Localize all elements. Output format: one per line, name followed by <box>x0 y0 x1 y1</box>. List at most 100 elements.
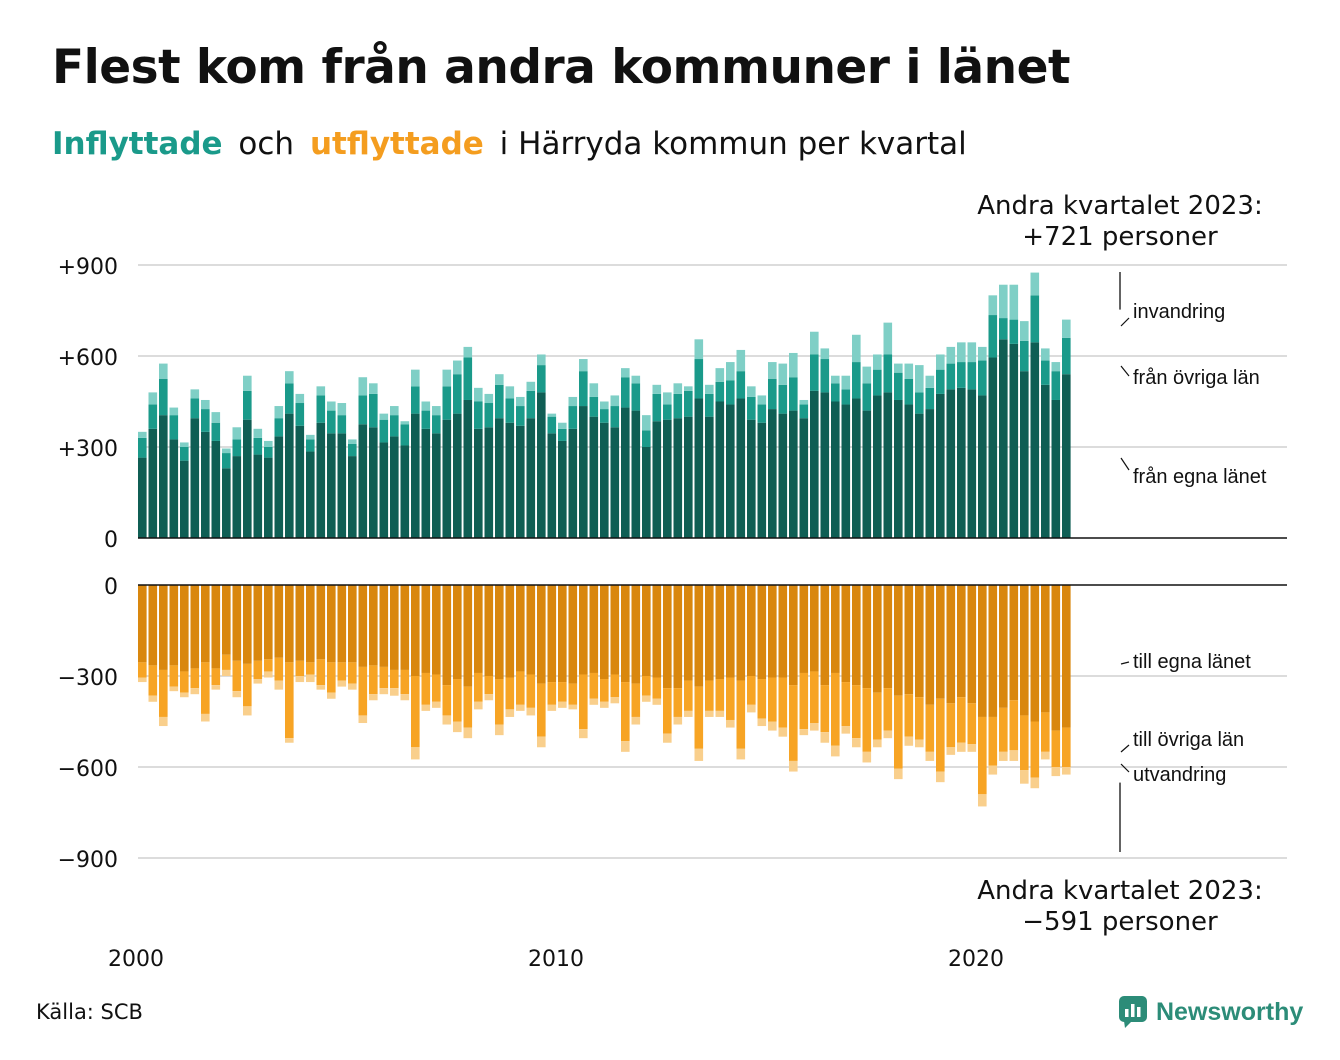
bar-out-egna <box>579 585 588 675</box>
bar-out-utvandring <box>736 748 746 760</box>
bar-out-utvandring <box>1009 750 1019 761</box>
bar-out-ovriga <box>810 671 819 724</box>
bar-out-utvandring <box>211 685 221 690</box>
bar-out-ovriga <box>789 685 798 761</box>
bar-in-ovriga <box>495 384 504 419</box>
bar-out-utvandring <box>810 723 819 731</box>
bar-out-ovriga <box>495 679 504 725</box>
bar-in-egna <box>883 392 893 538</box>
bar-out-utvandring <box>663 733 672 743</box>
bar-in-egna <box>684 416 693 538</box>
bar-in-ovriga <box>327 410 336 434</box>
bar-out-egna <box>841 585 851 683</box>
bar-out-utvandring <box>547 704 557 711</box>
bar-out-utvandring <box>600 701 609 708</box>
bar-in-egna <box>1062 374 1071 538</box>
bar-out-ovriga <box>537 683 546 737</box>
bar-out-ovriga <box>726 677 735 720</box>
bar-out-ovriga <box>138 662 147 678</box>
bar-in-ovriga <box>295 403 305 426</box>
bar-in-invandring <box>778 363 788 385</box>
bar-out-ovriga <box>894 695 903 769</box>
bar-in-invandring <box>390 406 399 416</box>
bar-out-ovriga <box>264 659 273 672</box>
bar-out-utvandring <box>453 721 462 733</box>
bar-out-egna <box>327 585 336 663</box>
bar-out-utvandring <box>201 713 210 722</box>
bar-out-utvandring <box>537 736 546 748</box>
bar-out-ovriga <box>852 685 861 739</box>
bar-out-utvandring <box>222 669 231 676</box>
bar-out-egna <box>747 585 756 676</box>
bar-out-egna <box>232 585 242 661</box>
bar-in-invandring <box>1062 319 1071 338</box>
bar-in-egna <box>936 393 945 538</box>
ytick-bottom: −300 <box>58 666 118 691</box>
bar-in-ovriga <box>810 354 819 391</box>
bar-in-invandring <box>726 362 735 381</box>
bar-in-egna <box>327 433 336 538</box>
bar-out-egna <box>190 585 200 669</box>
bar-out-egna <box>159 585 168 670</box>
bar-out-utvandring <box>999 751 1008 761</box>
bar-out-ovriga <box>190 668 200 689</box>
bar-in-ovriga <box>1062 337 1071 375</box>
bar-out-utvandring <box>159 716 168 727</box>
bar-in-egna <box>915 413 924 538</box>
bar-in-invandring <box>936 354 945 370</box>
bar-in-ovriga <box>663 404 672 420</box>
bar-in-invandring <box>852 334 861 363</box>
bar-out-utvandring <box>883 730 893 739</box>
bar-out-ovriga <box>169 665 179 687</box>
bar-in-invandring <box>810 331 819 355</box>
bar-in-ovriga <box>684 390 693 417</box>
bar-out-ovriga <box>589 672 599 699</box>
bar-out-ovriga <box>316 659 326 686</box>
bar-out-utvandring <box>694 748 704 761</box>
bar-in-ovriga <box>894 372 903 400</box>
bar-out-utvandring <box>253 679 263 684</box>
bar-in-ovriga <box>484 403 494 428</box>
bar-in-ovriga <box>411 386 420 414</box>
bar-out-egna <box>295 585 305 661</box>
bar-in-ovriga <box>925 387 935 410</box>
bar-out-egna <box>673 585 683 689</box>
bar-in-invandring <box>925 375 935 388</box>
bar-out-utvandring <box>474 701 483 710</box>
bar-out-utvandring <box>568 704 578 710</box>
label-invandring-leader <box>1120 317 1130 327</box>
bar-out-ovriga <box>411 676 420 748</box>
bar-out-ovriga <box>253 660 263 680</box>
bar-in-egna <box>736 398 746 538</box>
bar-out-egna <box>936 585 945 699</box>
bar-out-egna <box>432 585 441 675</box>
bar-out-egna <box>306 585 315 663</box>
bar-in-egna <box>411 413 420 538</box>
bar-out-ovriga <box>547 682 557 705</box>
bar-out-utvandring <box>505 709 515 717</box>
bar-in-invandring <box>306 434 315 440</box>
bar-in-ovriga <box>453 374 462 414</box>
bar-out-utvandring <box>988 765 998 775</box>
bar-in-ovriga <box>820 359 830 393</box>
bar-out-egna <box>453 585 462 680</box>
bar-in-invandring <box>547 413 557 417</box>
bar-in-invandring <box>432 406 441 416</box>
bar-out-ovriga <box>957 697 966 743</box>
bar-out-utvandring <box>925 751 935 761</box>
bar-out-ovriga <box>768 677 777 722</box>
bar-in-invandring <box>1030 272 1040 296</box>
bar-in-egna <box>148 428 158 538</box>
bar-in-ovriga <box>1041 360 1050 385</box>
bar-out-ovriga <box>474 672 483 702</box>
ytick-top: +600 <box>58 346 118 371</box>
bar-out-ovriga <box>652 677 662 699</box>
bar-in-egna <box>894 399 903 538</box>
bar-out-utvandring <box>831 745 840 757</box>
bar-in-invandring <box>222 448 231 454</box>
bar-out-utvandring <box>190 688 200 695</box>
bar-out-utvandring <box>820 732 830 743</box>
bar-out-utvandring <box>936 771 945 783</box>
bar-in-invandring <box>915 365 924 393</box>
